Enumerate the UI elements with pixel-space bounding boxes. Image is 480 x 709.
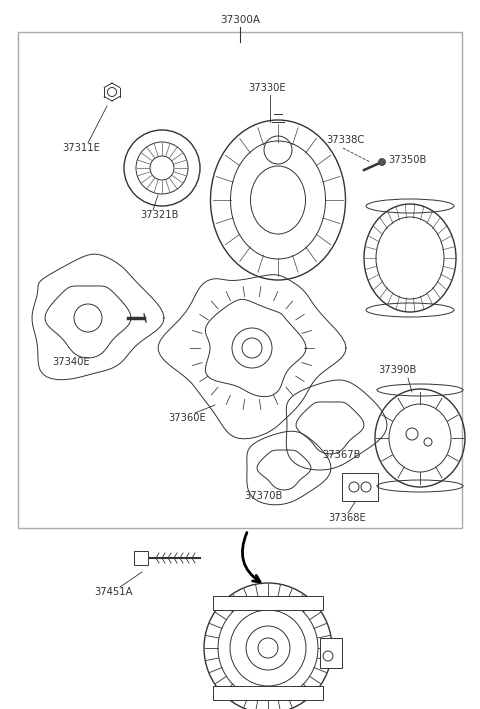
Text: 37370B: 37370B: [244, 491, 282, 501]
Text: 37338C: 37338C: [326, 135, 364, 145]
Text: 37300A: 37300A: [220, 15, 260, 25]
Text: 37367B: 37367B: [322, 450, 360, 460]
Text: 37321B: 37321B: [140, 210, 179, 220]
Bar: [342, 473, 378, 501]
Text: 37340E: 37340E: [52, 357, 90, 367]
Bar: [213, 596, 323, 610]
Text: 37368E: 37368E: [328, 513, 366, 523]
Text: 37451A: 37451A: [94, 587, 132, 597]
Bar: [320, 638, 342, 668]
Circle shape: [379, 159, 385, 165]
Bar: [134, 551, 148, 565]
FancyArrowPatch shape: [242, 532, 260, 582]
Bar: [18, 32, 462, 528]
Text: 37311E: 37311E: [62, 143, 100, 153]
Bar: [213, 686, 323, 700]
Text: 37390B: 37390B: [378, 365, 416, 375]
Text: 37350B: 37350B: [388, 155, 426, 165]
Text: 37360E: 37360E: [168, 413, 206, 423]
Text: 37330E: 37330E: [248, 83, 286, 93]
